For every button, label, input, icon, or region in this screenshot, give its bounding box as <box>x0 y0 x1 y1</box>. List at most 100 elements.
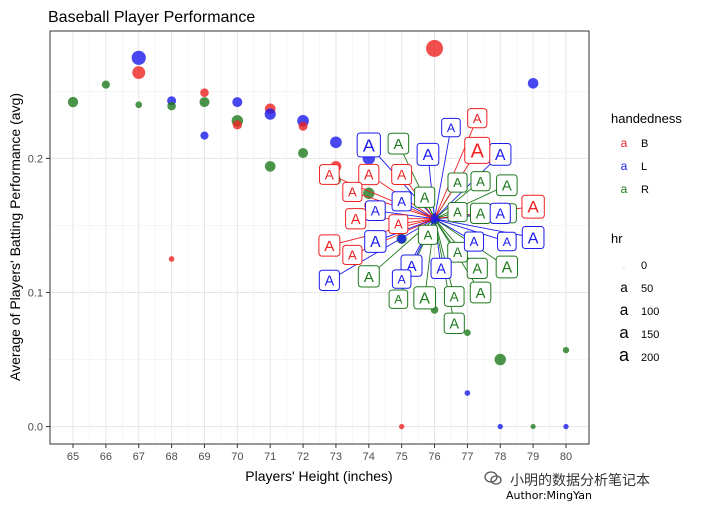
label-text: A <box>447 121 456 135</box>
label-text: A <box>397 194 406 209</box>
x-tick-label: 66 <box>100 451 112 463</box>
label-text: A <box>363 135 375 155</box>
label-box <box>443 286 465 307</box>
x-tick-label: 73 <box>330 451 342 463</box>
data-point <box>199 97 210 108</box>
legend-key-B: a <box>621 136 628 150</box>
legend-title-hr: hr <box>611 231 623 246</box>
x-tick-label: 77 <box>461 451 473 463</box>
label-box <box>463 231 485 252</box>
label-text: A <box>453 245 463 260</box>
label-text: A <box>419 290 430 308</box>
label-box <box>364 230 387 253</box>
legend-key-L: a <box>621 159 628 173</box>
data-point <box>464 390 471 396</box>
legend-size-key-50: a <box>620 280 628 295</box>
legend-size-label-0: 0 <box>641 260 647 272</box>
label-text: A <box>476 206 486 222</box>
label-box <box>416 142 440 166</box>
label-box <box>466 257 488 279</box>
data-point <box>200 88 209 97</box>
label-box <box>443 312 465 334</box>
label-text: A <box>324 238 335 255</box>
plot-panel: 65 66 67 68 69 70 71 72 73 74 75 76 77 78 79 80 0.0 0.1 0.… <box>28 30 590 463</box>
label-leader-line <box>434 117 478 219</box>
label-text: A <box>420 190 430 206</box>
chart-title: Baseball Player Performance <box>48 9 255 26</box>
legend: handedness a Ba La Rhr · 0 a 50 a 100 a 150 a 200 <box>611 111 682 365</box>
data-point <box>264 108 276 120</box>
legend-size-label-200: 200 <box>641 352 659 364</box>
x-tick-label: 79 <box>527 451 539 463</box>
label-box <box>521 194 545 219</box>
legend-size-key-0: · <box>623 265 625 271</box>
label-text: A <box>449 316 459 332</box>
label-box <box>469 281 492 304</box>
label-box <box>391 191 412 212</box>
x-tick-label: 70 <box>231 451 243 463</box>
legend-size-label-100: 100 <box>641 306 659 318</box>
label-box <box>496 174 518 197</box>
label-leader-line <box>434 127 452 219</box>
label-text: A <box>364 269 375 286</box>
data-point <box>430 214 439 223</box>
watermark-channel: 小明的数据分析笔记本 <box>510 473 650 489</box>
label-text: A <box>450 289 460 304</box>
label-text: A <box>503 235 512 249</box>
legend-title-handedness: handedness <box>611 111 682 126</box>
label-text: A <box>398 273 407 287</box>
label-box <box>356 132 381 158</box>
x-tick-label: 76 <box>428 451 440 463</box>
data-point <box>232 120 243 130</box>
label-text: A <box>424 228 433 243</box>
label-box <box>497 231 517 252</box>
label-text: A <box>453 205 462 220</box>
label-text: A <box>394 293 403 307</box>
data-point <box>497 423 503 430</box>
label-box <box>441 117 461 138</box>
label-text: A <box>325 274 335 290</box>
data-point <box>464 329 471 337</box>
data-point <box>200 131 209 140</box>
label-text: A <box>348 248 357 263</box>
x-axis-label: Players' Height (inches) <box>245 468 392 484</box>
panel-border <box>49 30 590 445</box>
data-point <box>530 424 536 430</box>
label-text: A <box>470 234 479 249</box>
label-box <box>318 269 340 292</box>
data-point <box>527 77 539 89</box>
legend-size-key-150: a <box>619 323 629 342</box>
label-box <box>319 164 340 185</box>
data-point <box>67 96 79 108</box>
x-tick-label: 75 <box>396 451 408 463</box>
data-point <box>101 80 110 89</box>
label-box <box>447 201 468 223</box>
wechat-icon <box>484 471 502 485</box>
label-text: A <box>348 185 357 200</box>
label-text: A <box>502 179 512 195</box>
data-point <box>563 423 569 430</box>
label-box <box>521 225 545 250</box>
data-point <box>298 148 309 159</box>
label-box <box>387 132 410 155</box>
data-point <box>168 256 175 262</box>
label-box <box>464 136 491 164</box>
y-axis-label: Average of Players' Batting Performance … <box>7 93 23 381</box>
label-leader-line <box>434 184 508 220</box>
label-box <box>430 257 452 279</box>
label-box <box>391 269 412 289</box>
x-tick-label: 69 <box>198 451 210 463</box>
data-point <box>494 353 506 366</box>
x-tick-label: 71 <box>264 451 276 463</box>
data-point <box>264 161 276 172</box>
label-text: A <box>423 146 434 164</box>
x-tick-label: 68 <box>165 451 177 463</box>
data-point <box>399 423 405 430</box>
label-text: A <box>495 147 506 164</box>
y-tick-label: 0.0 <box>28 422 43 434</box>
legend-size-label-50: 50 <box>641 283 653 295</box>
label-text: A <box>397 167 407 183</box>
x-tick-label: 72 <box>297 451 309 463</box>
x-tick-label: 67 <box>133 451 145 463</box>
